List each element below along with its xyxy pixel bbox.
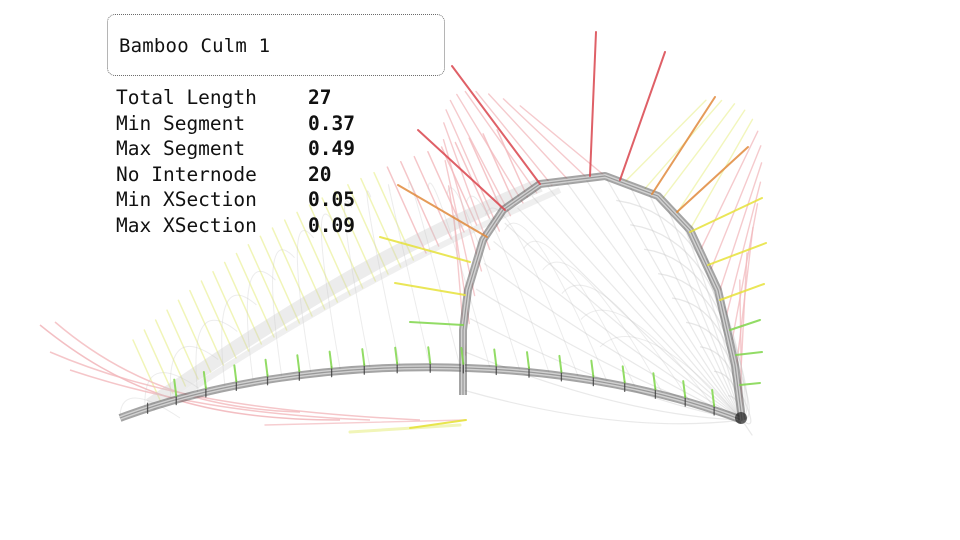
ghost-normal-vectors bbox=[39, 90, 763, 434]
stat-value: 20 bbox=[308, 162, 332, 186]
stat-label: Min Segment bbox=[116, 111, 246, 135]
stat-label: Max Segment bbox=[116, 137, 246, 161]
stat-label: Total Length bbox=[116, 86, 257, 109]
culm-title: Bamboo Culm 1 bbox=[119, 35, 271, 57]
stat-min-xsection: Min XSection 0.05 bbox=[116, 187, 355, 213]
stat-no-internode: No Internode 20 bbox=[116, 162, 355, 188]
normal-vectors bbox=[173, 31, 767, 408]
stats-panel: Total Length 27 Min Segment 0.37 Max Seg… bbox=[116, 85, 355, 239]
title-panel: Bamboo Culm 1 bbox=[107, 14, 445, 76]
stat-label: Max XSection bbox=[116, 213, 257, 237]
stat-value: 0.37 bbox=[308, 111, 355, 135]
stat-value: 27 bbox=[308, 86, 332, 109]
stat-value: 0.49 bbox=[308, 137, 355, 161]
stat-min-segment: Min Segment 0.37 bbox=[116, 111, 355, 137]
stat-value: 0.09 bbox=[308, 213, 355, 237]
stat-total-length: Total Length 27 bbox=[116, 85, 355, 111]
stat-max-xsection: Max XSection 0.09 bbox=[116, 213, 355, 239]
bamboo-culm-curves bbox=[118, 172, 747, 424]
stat-max-segment: Max Segment 0.49 bbox=[116, 136, 355, 162]
stat-label: Min XSection bbox=[116, 188, 257, 212]
stat-value: 0.05 bbox=[308, 188, 355, 212]
stat-label: No Internode bbox=[116, 162, 257, 186]
